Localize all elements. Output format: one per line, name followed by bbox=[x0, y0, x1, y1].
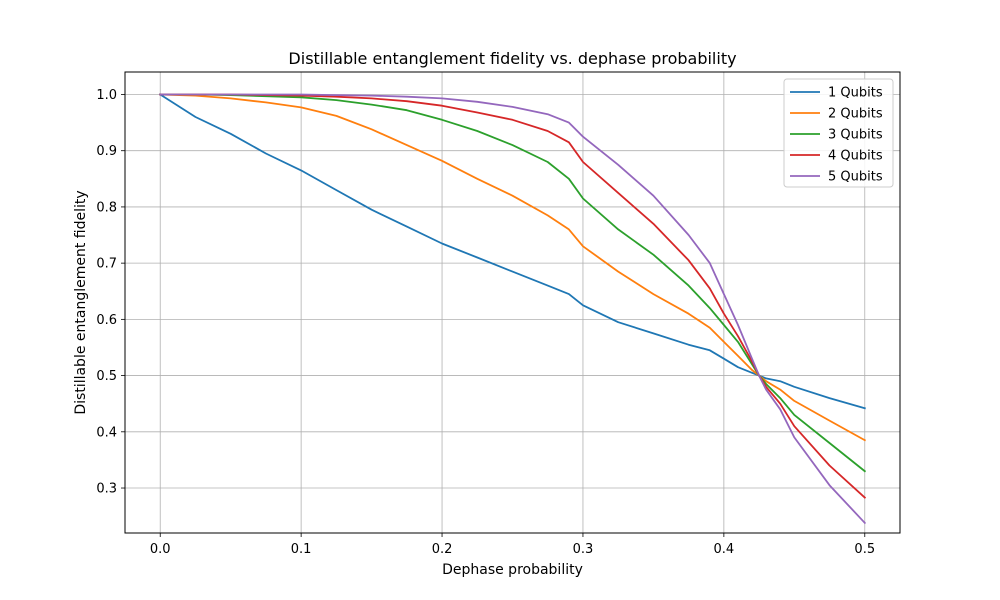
series-line-2-qubits bbox=[159, 93, 867, 442]
y-tick-label: 0.9 bbox=[96, 144, 117, 159]
legend-box bbox=[783, 78, 894, 188]
y-gridlines bbox=[125, 94, 900, 489]
series-lines bbox=[158, 93, 867, 525]
y-tick-label: 0.8 bbox=[96, 200, 117, 215]
x-tick-label: 0.3 bbox=[573, 542, 594, 557]
x-tick-label: 0.5 bbox=[854, 542, 875, 557]
legend-label: 4 Qubits bbox=[828, 149, 883, 164]
x-tick-label: 0.2 bbox=[432, 542, 453, 557]
y-tick-label: 0.3 bbox=[96, 482, 117, 497]
legend-label: 3 Qubits bbox=[828, 128, 883, 143]
y-axis: 0.3 0.4 0.5 0.6 0.7 0.8 0.9 1.0 bbox=[96, 88, 125, 497]
y-tick-label: 0.7 bbox=[96, 257, 117, 272]
legend-label: 2 Qubits bbox=[828, 107, 883, 122]
y-tick-label: 1.0 bbox=[96, 88, 117, 103]
x-tick-label: 0.0 bbox=[150, 542, 171, 557]
x-tick-label: 0.4 bbox=[714, 542, 735, 557]
x-axis: 0.0 0.1 0.2 0.3 0.4 0.5 bbox=[150, 533, 875, 557]
legend-label: 5 Qubits bbox=[828, 170, 883, 185]
y-tick-label: 0.5 bbox=[96, 369, 117, 384]
y-axis-label: Distillable entanglement fidelity bbox=[73, 190, 89, 414]
plot-frame bbox=[124, 71, 901, 534]
plot-area bbox=[125, 72, 900, 533]
chart-title: Distillable entanglement fidelity vs. de… bbox=[288, 49, 736, 68]
series-line-5-qubits bbox=[159, 93, 867, 525]
x-axis-label: Dephase probability bbox=[442, 562, 583, 578]
legend: 1 Qubits 2 Qubits 3 Qubits 4 Qubits 5 Qubits bbox=[783, 78, 894, 188]
y-tick-label: 0.6 bbox=[96, 313, 117, 328]
series-line-3-qubits bbox=[159, 93, 867, 473]
legend-label: 1 Qubits bbox=[828, 86, 883, 101]
x-tick-label: 0.1 bbox=[291, 542, 312, 557]
y-tick-label: 0.4 bbox=[96, 425, 117, 440]
series-line-1-qubits bbox=[158, 93, 866, 410]
